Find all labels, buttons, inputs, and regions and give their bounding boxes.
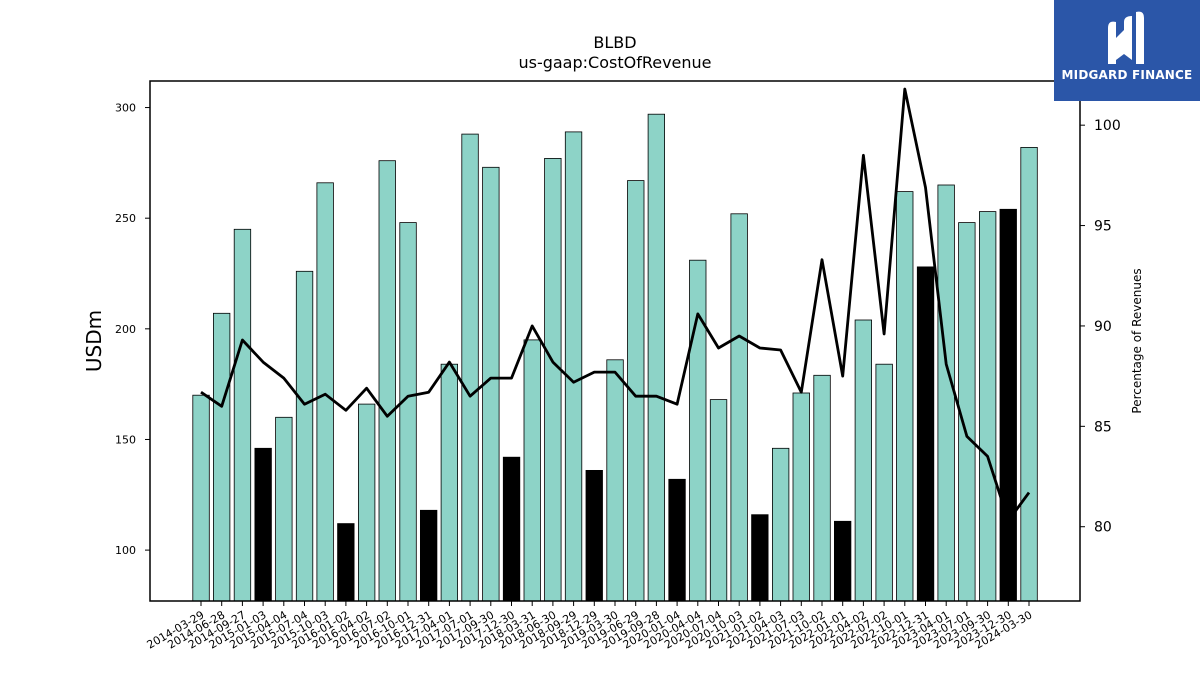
bar-2015-04-04 [275, 416, 293, 602]
midgard-m-icon [1108, 11, 1144, 65]
bar-2017-07-01 [461, 133, 479, 602]
y2-axis-label: Percentage of Revenues [1130, 268, 1144, 413]
x-axis: 2014-03-292014-06-282014-09-272015-01-03… [145, 601, 1035, 652]
bar-2020-04-04 [689, 259, 707, 602]
bar-2019-09-28 [647, 113, 665, 602]
y2-tick-label-90: 90 [1094, 319, 1112, 335]
bar-2021-01-02 [751, 514, 769, 602]
y-tick-label-250: 250 [115, 212, 136, 225]
bar-2015-10-03 [316, 182, 334, 602]
y-tick-label-100: 100 [115, 544, 136, 557]
bar-2016-07-02 [378, 160, 396, 602]
bar-2014-06-28 [212, 312, 231, 602]
y-axis-label: USDm [82, 310, 106, 372]
bar-2014-09-27 [233, 228, 252, 602]
y-axis-left: 100 150 200 250 300 [115, 102, 150, 557]
line-group [200, 87, 1031, 523]
y-tick-label-300: 300 [115, 102, 136, 115]
bar-2021-04-03 [772, 447, 790, 602]
chart-subtitle: us-gaap:CostOfRevenue [518, 53, 711, 72]
bar-2015-01-03 [254, 447, 272, 602]
bar-2022-04-02 [854, 319, 872, 602]
bar-2020-01-04 [668, 478, 686, 602]
bar-2014-03-29 [192, 394, 210, 602]
y2-tick-label-95: 95 [1094, 219, 1112, 235]
bar-2018-03-31 [523, 339, 541, 602]
bar-2017-04-01 [440, 363, 459, 602]
bar-2022-07-02 [875, 363, 893, 602]
bar-2023-12-30 [999, 208, 1017, 602]
percent-of-revenues-line [200, 87, 1031, 523]
bar-2016-10-01 [399, 222, 417, 602]
bars-group [192, 113, 1038, 602]
bar-2022-01-01 [834, 520, 852, 602]
bar-2016-04-02 [357, 403, 376, 602]
bar-2020-10-03 [730, 213, 748, 602]
bar-2020-07-04 [709, 399, 728, 602]
bar-2018-12-29 [585, 469, 603, 602]
bar-2022-10-01 [896, 191, 914, 602]
bar-2016-01-02 [337, 523, 355, 602]
bar-2018-09-29 [564, 131, 583, 602]
bar-2021-10-02 [813, 374, 831, 602]
bar-2019-03-30 [606, 359, 624, 602]
y-tick-label-200: 200 [115, 323, 136, 336]
bar-2016-12-31 [419, 509, 438, 602]
logo-text: MIDGARD FINANCE [1061, 68, 1193, 82]
y2-tick-label-100: 100 [1094, 118, 1121, 134]
y2-tick-label-80: 80 [1094, 520, 1112, 536]
bar-2015-07-04 [295, 270, 314, 602]
chart-title: BLBD [593, 33, 636, 52]
y-tick-label-150: 150 [115, 433, 136, 446]
midgard-finance-logo: MIDGARD FINANCE [1054, 0, 1200, 101]
bar-2022-12-31 [916, 266, 935, 602]
bar-2021-07-03 [792, 392, 810, 602]
y2-tick-label-85: 85 [1094, 419, 1112, 435]
bar-2023-09-30 [979, 211, 997, 602]
bar-2018-06-30 [544, 157, 562, 602]
bar-2023-04-01 [937, 184, 955, 602]
bar-2017-12-30 [502, 456, 521, 602]
y-axis-right: 80 85 90 95 100 [1080, 118, 1121, 536]
bar-2024-03-30 [1020, 146, 1038, 602]
